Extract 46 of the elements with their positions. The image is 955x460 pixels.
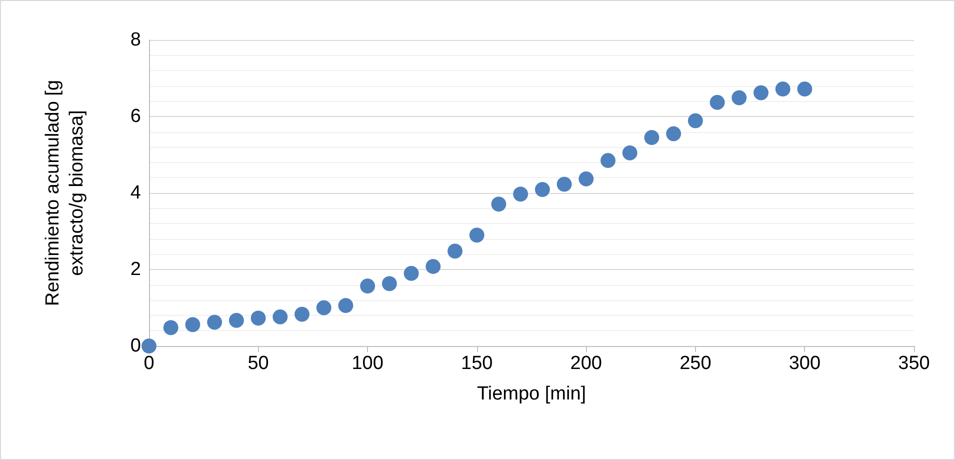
point: [644, 130, 660, 146]
point: [426, 258, 441, 274]
point: [775, 81, 790, 96]
point: [534, 182, 550, 198]
x-tick-label: 250: [680, 353, 712, 374]
point: [556, 176, 572, 192]
point: [491, 196, 506, 212]
x-tick-label: 100: [352, 353, 384, 374]
x-tick-label: 150: [461, 353, 493, 374]
point: [754, 85, 768, 100]
y-axis-title: Rendimiento acumulado [g extracto/g biomasa]: [42, 80, 88, 306]
point: [688, 113, 703, 128]
point: [600, 152, 616, 168]
point: [448, 244, 462, 259]
point: [207, 314, 222, 330]
y-tick-label: 8: [130, 30, 141, 50]
point: [185, 317, 200, 332]
x-tick-label: 300: [788, 353, 821, 374]
point: [666, 126, 682, 142]
point: [382, 276, 397, 292]
point: [469, 228, 484, 243]
x-tick-label: 0: [144, 353, 154, 374]
point: [163, 320, 178, 336]
point: [513, 186, 528, 202]
point: [228, 312, 244, 328]
point: [404, 266, 419, 281]
x-axis-title: Tiempo [min]: [476, 384, 586, 404]
x-tick-label: 50: [248, 353, 269, 374]
y-tick-label: 2: [130, 259, 141, 280]
x-tick-label: 350: [898, 353, 930, 374]
point: [272, 309, 288, 324]
point: [294, 306, 310, 322]
x-tick-label: 200: [570, 353, 602, 374]
y-tick-label: 4: [130, 182, 142, 204]
point: [250, 310, 266, 326]
point: [338, 298, 354, 313]
point: [142, 338, 156, 354]
point: [622, 145, 638, 160]
point: [360, 278, 376, 294]
y-tick-label: 0: [130, 336, 141, 356]
y-tick-label: 6: [130, 106, 141, 127]
point: [710, 94, 725, 110]
point: [797, 81, 812, 96]
point: [578, 171, 594, 186]
point: [732, 90, 747, 106]
point: [316, 300, 332, 316]
